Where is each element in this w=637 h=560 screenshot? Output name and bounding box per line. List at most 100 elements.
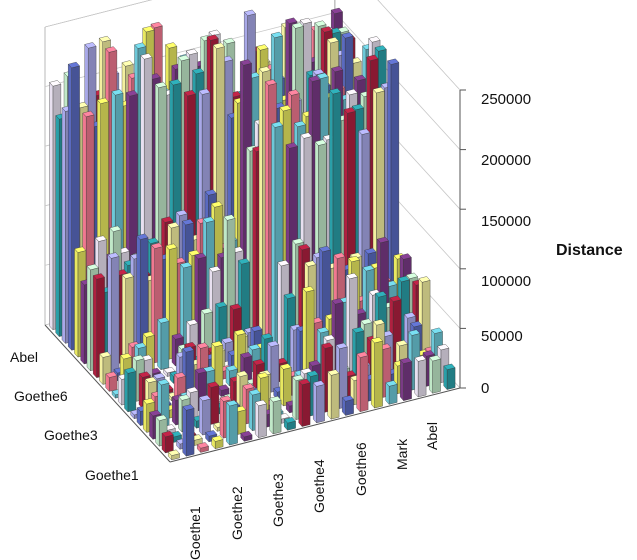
- bar-top-face: [225, 400, 238, 407]
- bar-top-face: [252, 359, 265, 366]
- bar-side-face: [172, 396, 176, 426]
- bar-top-face: [293, 120, 306, 127]
- bar: [196, 442, 209, 453]
- bar-front-face: [237, 409, 247, 435]
- bar-top-face: [320, 26, 333, 33]
- bar-side-face: [68, 63, 72, 351]
- bar: [182, 404, 195, 457]
- bar-top-face: [385, 380, 398, 387]
- bar-top-face: [410, 321, 423, 328]
- bar-top-face: [212, 42, 225, 49]
- bar-top-face: [314, 139, 327, 146]
- bar-top-face: [318, 245, 331, 253]
- bar-top-face: [414, 355, 427, 362]
- bar-top-face: [422, 350, 435, 357]
- x-tick-label: Goethe3: [270, 473, 286, 527]
- z-tick-label: 250000: [481, 91, 531, 108]
- bar-side-face: [199, 396, 203, 436]
- bar-top-face: [352, 326, 365, 334]
- bar-side-face: [269, 397, 274, 435]
- bar-top-face: [341, 32, 354, 39]
- bar-top-face: [347, 255, 360, 263]
- bar: [254, 399, 267, 439]
- bar-top-face: [206, 34, 219, 41]
- bar-top-face: [341, 395, 354, 402]
- x-tick-label: Goethe2: [229, 486, 245, 540]
- bar-top-face: [150, 242, 163, 249]
- bar-top-face: [182, 404, 195, 411]
- bar-top-face: [240, 352, 253, 359]
- bar-top-face: [86, 263, 99, 271]
- bar-top-face: [283, 292, 296, 299]
- bar-top-face: [144, 376, 157, 383]
- bar-top-face: [326, 37, 339, 44]
- bar-top-face: [399, 357, 412, 364]
- bar-top-face: [316, 327, 329, 334]
- bar-top-face: [185, 48, 198, 55]
- bar-top-face: [399, 253, 412, 260]
- bar-top-face: [335, 342, 348, 349]
- bar-top-face: [94, 235, 107, 242]
- bar-front-face: [359, 355, 369, 413]
- bar-top-face: [351, 103, 364, 111]
- bar-top-face: [186, 386, 199, 393]
- bar-side-face: [371, 338, 375, 409]
- bar-top-face: [138, 371, 151, 378]
- bar-top-face: [239, 59, 252, 66]
- bar-side-face: [219, 397, 224, 439]
- bar-side-face: [248, 390, 253, 432]
- y-tick-label: Goethe1: [85, 467, 139, 483]
- bar: [157, 317, 170, 371]
- x-tick-label: Mark: [394, 438, 410, 470]
- bar: [211, 435, 224, 450]
- bar-front-face: [374, 340, 383, 409]
- bar-front-face: [446, 367, 456, 390]
- bar-top-face: [395, 340, 408, 347]
- bar-side-face: [414, 357, 419, 398]
- bar-top-face: [248, 389, 261, 396]
- bar-front-face: [127, 371, 137, 413]
- bar: [142, 398, 155, 433]
- bar-top-face: [105, 371, 118, 378]
- bar: [92, 273, 105, 379]
- z-tick-label: 150000: [481, 213, 531, 230]
- bar-front-face: [229, 403, 238, 446]
- bar-top-face: [240, 430, 253, 438]
- bar: [341, 395, 354, 416]
- bar-top-face: [408, 329, 421, 336]
- bar-top-face: [331, 298, 344, 305]
- bar-front-face: [316, 384, 325, 424]
- bar-top-face: [163, 367, 176, 374]
- bar-top-face: [82, 110, 95, 117]
- y-axis-line: [44, 324, 171, 463]
- bar-side-face: [155, 416, 160, 447]
- bar-top-face: [111, 89, 124, 96]
- bar-side-face: [74, 248, 79, 358]
- bar-top-face: [99, 351, 112, 358]
- bar-top-face: [98, 35, 111, 43]
- bar-top-face: [175, 209, 188, 216]
- z-tick-label: 200000: [481, 152, 531, 169]
- bar-top-face: [269, 396, 282, 403]
- bar-top-face: [254, 399, 267, 406]
- bar-top-face: [229, 303, 242, 310]
- bar-front-face: [272, 399, 282, 435]
- bar-top-face: [96, 97, 109, 104]
- bar-top-face: [283, 417, 296, 424]
- bar-top-face: [219, 395, 232, 402]
- bar-side-face: [226, 401, 230, 446]
- bar-top-face: [208, 266, 221, 273]
- y-tick-label: Goethe6: [14, 388, 68, 404]
- bar-side-face: [356, 353, 361, 413]
- bar-top-face: [221, 337, 234, 344]
- bar-top-face: [287, 89, 300, 96]
- bar: [225, 400, 238, 446]
- bar-top-face: [142, 26, 155, 33]
- z-axis-title: Distance: [556, 242, 623, 259]
- bar-top-face: [345, 88, 358, 96]
- bar-side-face: [313, 382, 317, 424]
- bar-top-face: [372, 319, 385, 326]
- bar-top-face: [299, 17, 312, 25]
- bar-top-face: [198, 88, 211, 95]
